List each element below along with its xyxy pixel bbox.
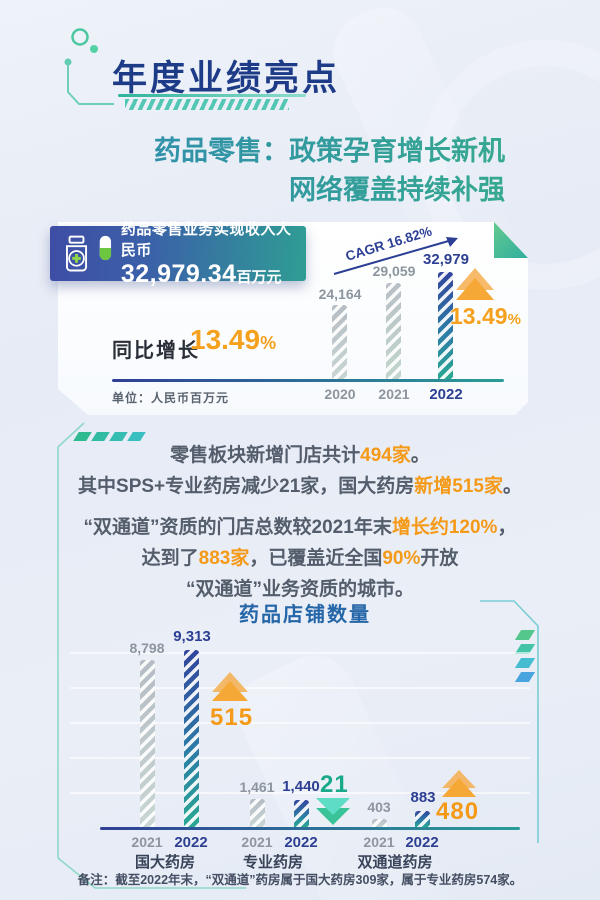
highlight-line-3: “双通道”资质的门店总数较2021年末增长约120%， bbox=[83, 517, 517, 538]
banner-text-block: 药品零售业务实现收入人民币 32,979.34百万元 bbox=[121, 218, 296, 289]
store-value-guoda-2022: 9,313 bbox=[173, 628, 211, 645]
store-value-shuangtongdao-2021: 403 bbox=[367, 799, 391, 815]
store-group-guoda: 国大药房 bbox=[134, 854, 195, 871]
highlight-120pct: 增长约120% bbox=[391, 517, 498, 538]
yoy-label: 同比增长 bbox=[112, 340, 200, 362]
up-triangle-icon bbox=[442, 770, 476, 797]
growth-value-block: 13.49% bbox=[450, 303, 521, 330]
section-subtitle: 药品零售：政策孕育增长新机 网络覆盖持续补强 bbox=[0, 132, 505, 210]
store-year-2022: 2022 bbox=[284, 834, 318, 851]
yoy-value: 13.49 bbox=[190, 324, 261, 355]
gridline bbox=[70, 792, 530, 794]
store-year-2021: 2021 bbox=[363, 834, 395, 850]
highlight-paragraph-1: 零售板块新增门店共计494家。 其中SPS+专业药房减少21家，国大药房新增51… bbox=[50, 440, 550, 502]
up-triangle-icon bbox=[212, 672, 248, 701]
yoy-percent-sign: % bbox=[260, 333, 277, 353]
revenue-bar-value-2021: 29,059 bbox=[372, 263, 416, 279]
highlight-paragraph-2: “双通道”资质的门店总数较2021年末增长约120%， 达到了883家，已覆盖近… bbox=[50, 512, 550, 605]
revenue-bar-2020 bbox=[332, 305, 347, 379]
store-bar-shuangtongdao-2022 bbox=[415, 811, 430, 827]
store-bar-guoda-2021 bbox=[140, 660, 155, 827]
revenue-banner: 药品零售业务实现收入人民币 32,979.34百万元 bbox=[50, 221, 306, 288]
revenue-year-2020: 2020 bbox=[324, 386, 356, 402]
gridline bbox=[70, 722, 530, 724]
subtitle-line-1: 药品零售：政策孕育增长新机 bbox=[154, 136, 505, 166]
revenue-chart-baseline bbox=[112, 379, 504, 382]
revenue-unit: 百万元 bbox=[236, 269, 282, 286]
highlight-515: 新增515家 bbox=[414, 476, 503, 497]
store-year-2021: 2021 bbox=[241, 834, 273, 850]
revenue-year-2022: 2022 bbox=[429, 386, 463, 403]
growth-value: 13.49 bbox=[450, 303, 508, 329]
store-bar-shuangtongdao-2021 bbox=[372, 819, 387, 827]
store-year-2021: 2021 bbox=[131, 834, 163, 850]
subtitle-line-2: 网络覆盖持续补强 bbox=[289, 175, 505, 205]
highlight-494: 494家 bbox=[360, 445, 411, 466]
store-value-zhuanye-2022: 1,440 bbox=[282, 778, 320, 795]
banner-line-1: 药品零售业务实现收入人民币 bbox=[120, 221, 292, 259]
store-year-2022: 2022 bbox=[174, 834, 208, 851]
highlight-883: 883家 bbox=[198, 548, 250, 569]
title-stripes-decoration bbox=[125, 99, 289, 110]
highlight-line-1: 零售板块新增门店共计494家。 bbox=[170, 445, 430, 466]
store-change-zhuanye: 21 bbox=[320, 771, 349, 798]
cagr-arrow-icon: CAGR 16.82% bbox=[333, 224, 458, 275]
store-value-guoda-2021: 8,798 bbox=[129, 640, 165, 656]
revenue-bar-value-2022: 32,979 bbox=[423, 251, 469, 268]
medicine-bottle-icon bbox=[65, 235, 88, 271]
highlight-line-5: “双通道”业务资质的城市。 bbox=[185, 579, 414, 600]
store-change-guoda: 515 bbox=[210, 704, 254, 731]
store-chart-title: 药品店铺数量 bbox=[239, 604, 371, 626]
banner-line-2: 32,979.34百万元 bbox=[121, 260, 296, 289]
store-group-shuangtongdao: 双通道药房 bbox=[357, 854, 433, 871]
up-triangle-icon bbox=[456, 268, 494, 300]
store-bar-zhuanye-2022 bbox=[294, 800, 309, 827]
unit-note: 单位：人民币百万元 bbox=[112, 391, 230, 405]
highlight-90pct: 90% bbox=[382, 548, 421, 569]
store-value-shuangtongdao-2022: 883 bbox=[410, 789, 436, 806]
side-stack-decoration bbox=[514, 630, 537, 682]
circuit-decoration-icon bbox=[64, 28, 114, 105]
revenue-year-2021: 2021 bbox=[378, 386, 410, 402]
revenue-bar-2022 bbox=[438, 272, 453, 379]
store-year-2022: 2022 bbox=[405, 834, 439, 851]
gridline bbox=[70, 652, 530, 654]
footnote: 备注：截至2022年末，“双通道”药房属于国大药房309家，属于专业药房574家… bbox=[77, 873, 523, 887]
store-change-shuangtongdao: 480 bbox=[436, 798, 480, 825]
title-underline bbox=[118, 94, 306, 97]
revenue-bar-2021 bbox=[386, 283, 401, 379]
store-group-zhuanye: 专业药房 bbox=[242, 854, 303, 871]
gridline bbox=[70, 757, 530, 759]
revenue-bar-value-2020: 24,164 bbox=[318, 286, 362, 302]
highlight-line-4: 达到了883家，已覆盖近全国90%开放 bbox=[141, 548, 459, 569]
growth-percent-sign: % bbox=[507, 311, 521, 328]
capsule-icon bbox=[99, 235, 112, 260]
yoy-value-block: 13.49% bbox=[190, 324, 276, 356]
down-triangle-icon bbox=[316, 798, 350, 825]
store-chart-baseline bbox=[100, 827, 520, 830]
revenue-value: 32,979.34 bbox=[120, 260, 237, 288]
store-bar-zhuanye-2021 bbox=[250, 799, 265, 827]
highlight-line-2: 其中SPS+专业药房减少21家，国大药房新增515家。 bbox=[78, 476, 522, 497]
page-title: 年度业绩亮点 bbox=[112, 59, 341, 98]
gridline bbox=[70, 687, 530, 689]
store-value-zhuanye-2021: 1,461 bbox=[239, 779, 275, 795]
store-bar-guoda-2022 bbox=[184, 650, 199, 827]
